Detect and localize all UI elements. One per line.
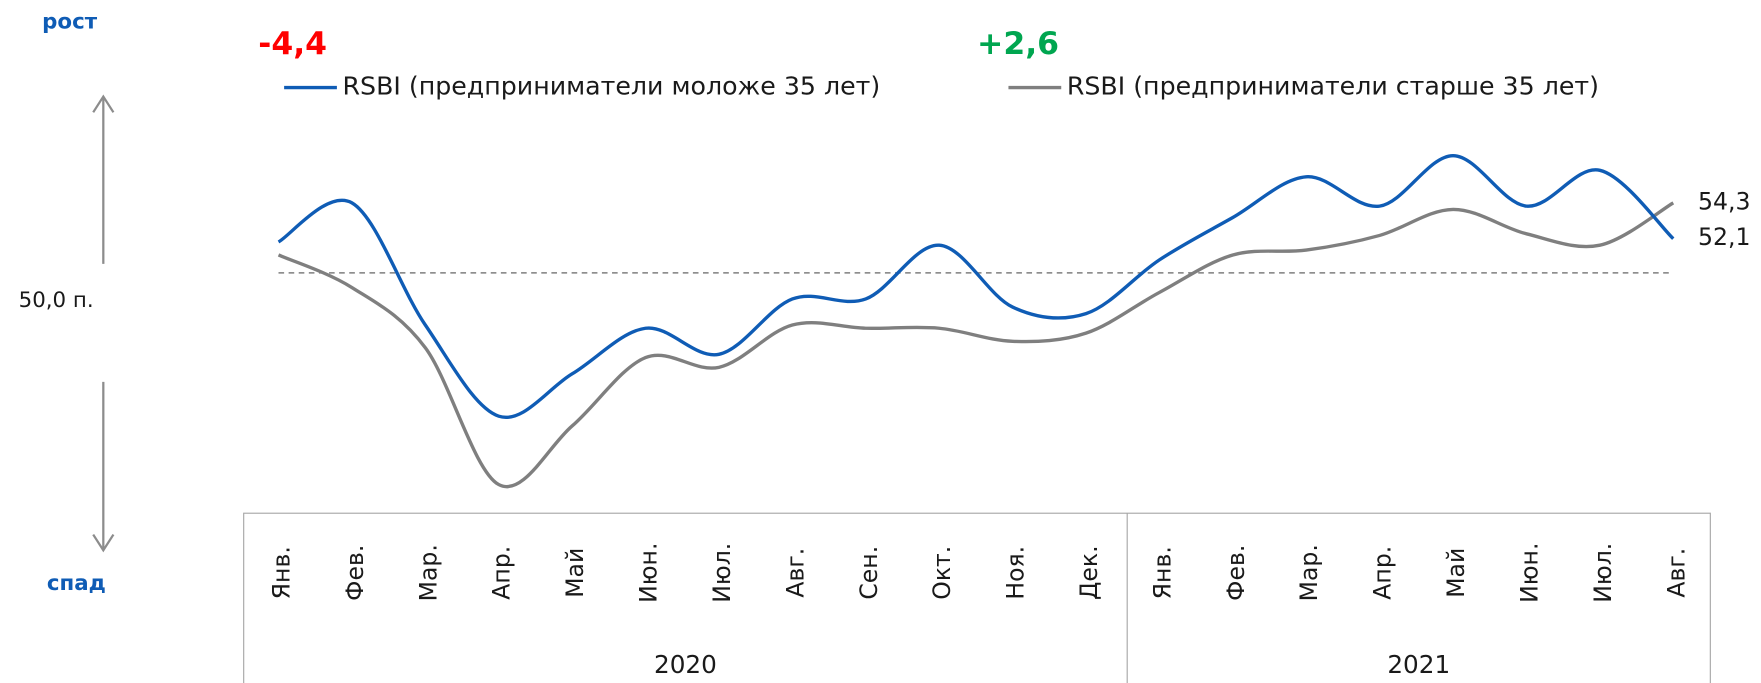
arrow-up-head bbox=[92, 94, 115, 113]
x-tick-label: Фев. bbox=[1222, 545, 1250, 601]
x-tick-label: Авг. bbox=[781, 548, 809, 598]
x-tick-label: Май bbox=[561, 548, 589, 598]
plot: рост спад -4,4 +2,6 RSBI (предприниматели … bbox=[19, 9, 1751, 683]
table-border bbox=[243, 512, 1711, 683]
year-label: 2021 bbox=[1387, 650, 1450, 679]
reference-label: 50,0 п. bbox=[19, 288, 94, 313]
up-label: рост bbox=[42, 9, 98, 34]
value-label: 54,3 bbox=[1698, 187, 1751, 215]
legend-label: RSBI (предприниматели моложе 35 лет) bbox=[343, 72, 881, 101]
x-tick-label: Ноя. bbox=[1002, 546, 1030, 600]
annotation: -4,4 bbox=[258, 26, 327, 62]
series-line bbox=[277, 153, 1675, 420]
x-tick-label: Июл. bbox=[1589, 543, 1617, 603]
x-tick-label: Янв. bbox=[267, 546, 295, 599]
year-label: 2020 bbox=[654, 650, 717, 679]
category-table bbox=[243, 512, 1711, 683]
x-tick-label: Мар. bbox=[414, 544, 442, 601]
x-tick-label: Авг. bbox=[1662, 548, 1690, 598]
x-tick-label: Июн. bbox=[1515, 543, 1543, 603]
annotation: +2,6 bbox=[977, 26, 1059, 62]
value-label: 52,1 bbox=[1698, 223, 1751, 251]
series-line bbox=[277, 201, 1675, 489]
legend-label: RSBI (предприниматели старше 35 лет) bbox=[1067, 72, 1599, 101]
x-tick-label: Июл. bbox=[708, 543, 736, 603]
x-tick-label: Янв. bbox=[1148, 546, 1176, 599]
arrows bbox=[92, 94, 115, 553]
x-tick-label: Окт. bbox=[928, 546, 956, 600]
x-tick-label: Сен. bbox=[855, 546, 883, 600]
x-tick-label: Апр. bbox=[1369, 546, 1397, 600]
x-tick-label: Апр. bbox=[488, 546, 516, 600]
x-tick-label: Мар. bbox=[1295, 544, 1323, 601]
x-tick-label: Дек. bbox=[1075, 545, 1103, 600]
down-label: спад bbox=[47, 571, 106, 596]
x-tick-label: Май bbox=[1442, 548, 1470, 598]
x-tick-label: Июн. bbox=[635, 543, 663, 603]
arrow-down-head bbox=[92, 533, 115, 553]
x-tick-label: Фев. bbox=[341, 545, 369, 601]
